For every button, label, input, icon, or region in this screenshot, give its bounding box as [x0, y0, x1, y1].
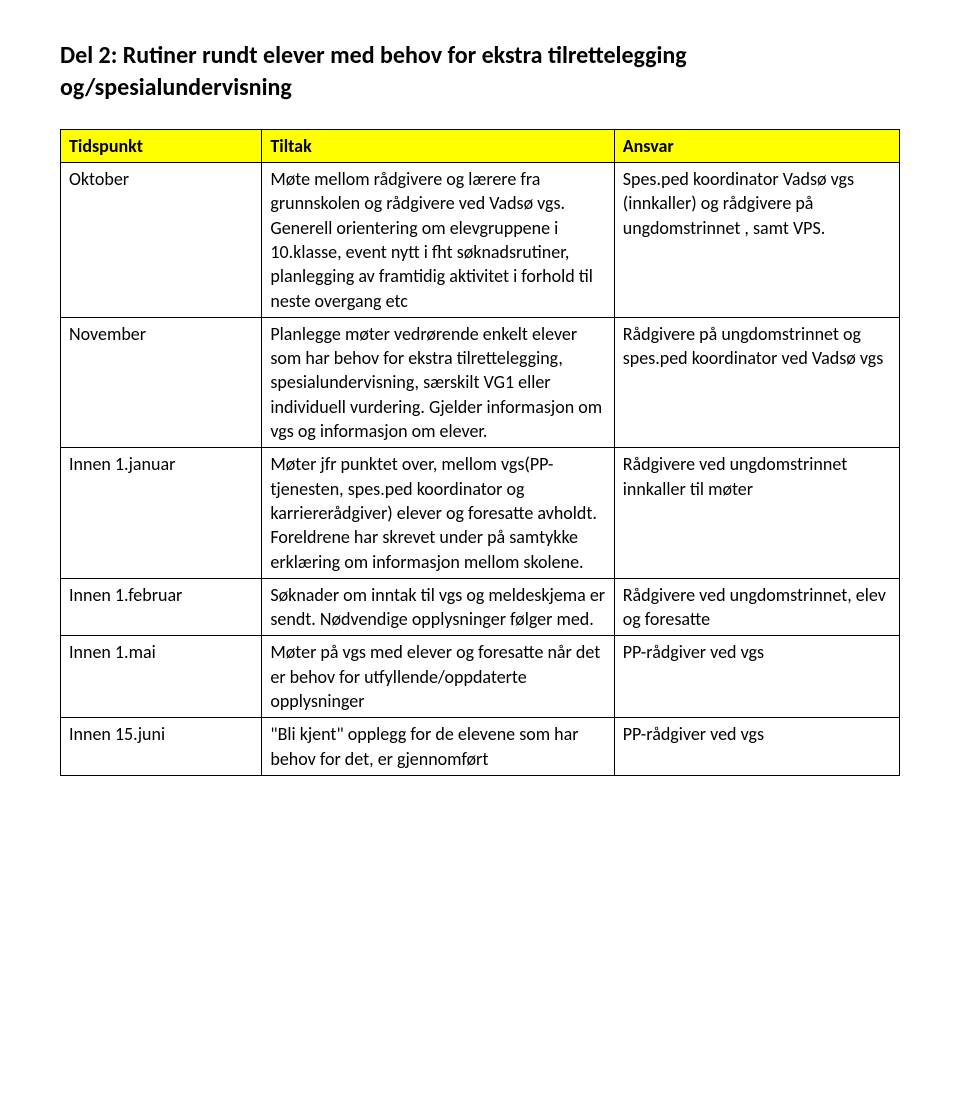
cell-ansvar: Rådgivere ved ungdomstrinnet innkaller t…	[614, 448, 899, 578]
table-header-row: Tidspunkt Tiltak Ansvar	[61, 129, 900, 162]
cell-tiltak: Møter på vgs med elever og foresatte når…	[262, 636, 614, 718]
routines-table: Tidspunkt Tiltak Ansvar Oktober Møte mel…	[60, 129, 900, 776]
cell-tidspunkt: Oktober	[61, 163, 262, 318]
cell-tiltak: "Bli kjent" opplegg for de elevene som h…	[262, 718, 614, 776]
cell-tidspunkt: Innen 15.juni	[61, 718, 262, 776]
table-row: Innen 1.februar Søknader om inntak til v…	[61, 578, 900, 636]
cell-tiltak: Møter jfr punktet over, mellom vgs(PP-tj…	[262, 448, 614, 578]
cell-tidspunkt: Innen 1.januar	[61, 448, 262, 578]
cell-ansvar: PP-rådgiver ved vgs	[614, 718, 899, 776]
cell-tiltak: Søknader om inntak til vgs og meldeskjem…	[262, 578, 614, 636]
col-header-tidspunkt: Tidspunkt	[61, 129, 262, 162]
cell-tidspunkt: November	[61, 317, 262, 447]
page-title: Del 2: Rutiner rundt elever med behov fo…	[60, 40, 900, 105]
table-row: November Planlegge møter vedrørende enke…	[61, 317, 900, 447]
cell-ansvar: Rådgivere på ungdomstrinnet og spes.ped …	[614, 317, 899, 447]
table-row: Innen 15.juni "Bli kjent" opplegg for de…	[61, 718, 900, 776]
col-header-tiltak: Tiltak	[262, 129, 614, 162]
table-row: Innen 1.mai Møter på vgs med elever og f…	[61, 636, 900, 718]
cell-ansvar: Spes.ped koordinator Vadsø vgs (innkalle…	[614, 163, 899, 318]
cell-tiltak: Planlegge møter vedrørende enkelt elever…	[262, 317, 614, 447]
cell-ansvar: Rådgivere ved ungdomstrinnet, elev og fo…	[614, 578, 899, 636]
table-row: Innen 1.januar Møter jfr punktet over, m…	[61, 448, 900, 578]
col-header-ansvar: Ansvar	[614, 129, 899, 162]
cell-tiltak: Møte mellom rådgivere og lærere fra grun…	[262, 163, 614, 318]
cell-tidspunkt: Innen 1.februar	[61, 578, 262, 636]
cell-tidspunkt: Innen 1.mai	[61, 636, 262, 718]
cell-ansvar: PP-rådgiver ved vgs	[614, 636, 899, 718]
table-row: Oktober Møte mellom rådgivere og lærere …	[61, 163, 900, 318]
